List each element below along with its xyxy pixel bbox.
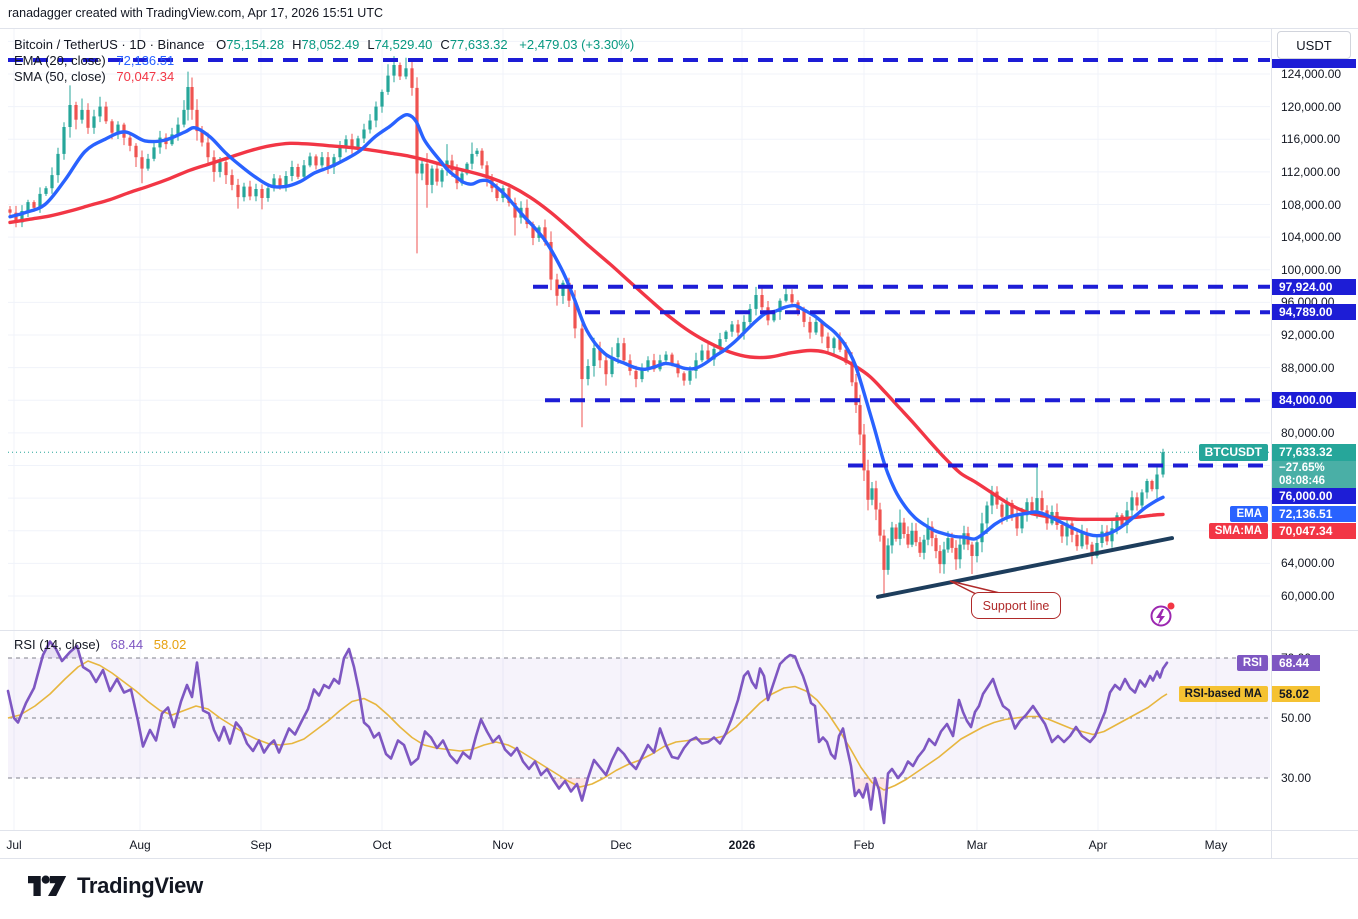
sma-tag: SMA:MA: [1208, 523, 1268, 539]
price-tick: 64,000.00: [1281, 556, 1335, 570]
price-tick: 88,000.00: [1281, 361, 1335, 375]
time-axis-label: 2026: [728, 838, 756, 852]
price-tick: 80,000.00: [1281, 426, 1335, 440]
pane-divider[interactable]: [0, 630, 1358, 631]
rsi-tick: 50.00: [1281, 711, 1312, 725]
price-tick: 92,000.00: [1281, 328, 1335, 342]
clipped-top-level-badge: [1272, 59, 1356, 68]
rsi-legend[interactable]: RSI (14, close) 68.44 58.02: [14, 637, 186, 652]
rsi-ma-tag: RSI-based MA: [1178, 686, 1268, 702]
time-axis-label: Mar: [966, 838, 988, 852]
ema-legend-value: 72,136.51: [116, 53, 175, 68]
price-tick: 120,000.00: [1281, 100, 1342, 114]
chart-top-border: [0, 28, 1358, 29]
ohlc-values: O75,154.28 H78,052.49 L74,529.40 C77,633.32: [208, 37, 508, 52]
price-tick: 124,000.00: [1281, 67, 1342, 81]
last-price-badge: 77,633.32: [1272, 444, 1356, 461]
price-tick: 116,000.00: [1281, 132, 1341, 146]
resistance-price-badge: 84,000.00: [1272, 392, 1356, 408]
ohlc-prefix: H: [292, 37, 302, 52]
symbol-tag: BTCUSDT: [1198, 444, 1268, 461]
price-scale-border: [1271, 28, 1272, 858]
ohlc-value: 74,529.40: [374, 37, 433, 52]
time-axis-label: Jul: [6, 838, 22, 852]
ema-legend-label: EMA (20, close): [14, 53, 106, 68]
price-tick: 104,000.00: [1281, 230, 1342, 244]
rsi-ma-value-badge: 58.02: [1272, 686, 1320, 702]
chart-bottom-border: [0, 858, 1358, 859]
tradingview-logo-text: TradingView: [77, 873, 203, 898]
lightning-icon: [1150, 602, 1175, 627]
rsi-tag: RSI: [1236, 655, 1268, 671]
change-value: +2,479.03 (+3.30%): [519, 37, 635, 52]
time-axis-label: Aug: [129, 838, 151, 852]
ohlc-prefix: L: [367, 37, 375, 52]
price-tick: 100,000.00: [1281, 263, 1342, 277]
tradingview-logo[interactable]: TradingView: [28, 872, 203, 900]
ohlc-value: 75,154.28: [226, 37, 285, 52]
countdown-badge: −27.65% 08:08:46: [1272, 461, 1356, 488]
time-axis-label: Sep: [250, 838, 272, 852]
symbol-legend[interactable]: Bitcoin / TetherUS · 1D · Binance O75,15…: [14, 37, 634, 52]
sma-legend-label: SMA (50, close): [14, 69, 106, 84]
sma-legend[interactable]: SMA (50, close) 70,047.34: [14, 69, 174, 84]
ema-legend[interactable]: EMA (20, close) 72,136.51: [14, 53, 174, 68]
symbol-title: Bitcoin / TetherUS · 1D · Binance: [14, 37, 205, 52]
time-axis-label: Dec: [610, 838, 632, 852]
sma-price-badge: 70,047.34: [1272, 523, 1356, 539]
rsi-ma-legend-value: 58.02: [153, 637, 187, 652]
axis-top-border: [0, 830, 1358, 831]
rsi-legend-value: 68.44: [110, 637, 144, 652]
ema-tag: EMA: [1230, 506, 1268, 522]
ohlc-value: 77,633.32: [449, 37, 508, 52]
rsi-value-badge: 68.44: [1272, 655, 1320, 671]
time-axis-label: Oct: [372, 838, 392, 852]
currency-toggle-button[interactable]: USDT: [1277, 31, 1351, 59]
ohlc-value: 78,052.49: [301, 37, 360, 52]
price-tick: 60,000.00: [1281, 589, 1335, 603]
ohlc-prefix: C: [440, 37, 450, 52]
price-tick: 112,000.00: [1281, 165, 1341, 179]
time-axis-label: Apr: [1088, 838, 1108, 852]
ohlc-prefix: O: [216, 37, 227, 52]
rsi-tick: 30.00: [1281, 771, 1312, 785]
resistance-price-badge: 94,789.00: [1272, 304, 1356, 320]
time-axis-label: Feb: [853, 838, 875, 852]
time-axis-label: May: [1204, 838, 1228, 852]
resistance-price-badge: 97,924.00: [1272, 279, 1356, 295]
ema-price-badge: 72,136.51: [1272, 506, 1356, 522]
tradingview-logo-icon: [28, 872, 68, 900]
sma-legend-value: 70,047.34: [116, 69, 175, 84]
resistance-price-badge: 76,000.00: [1272, 488, 1356, 504]
support-line-callout[interactable]: Support line: [971, 592, 1061, 619]
rsi-legend-label: RSI (14, close): [14, 637, 100, 652]
credit-line: ranadagger created with TradingView.com,…: [8, 6, 383, 20]
time-axis-label: Nov: [492, 838, 514, 852]
price-tick: 108,000.00: [1281, 198, 1342, 212]
